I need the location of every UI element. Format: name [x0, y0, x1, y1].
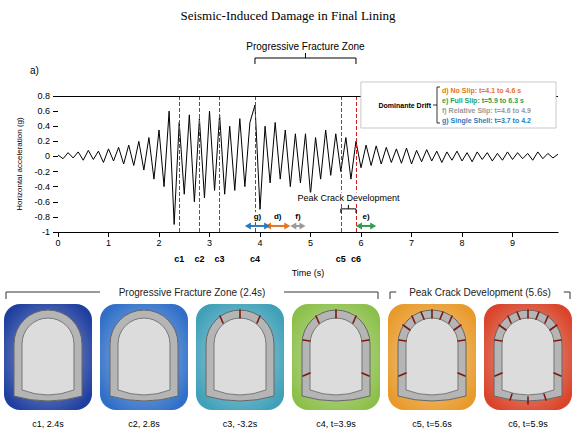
svg-text:-0.6: -0.6 [34, 197, 50, 207]
svg-text:8: 8 [460, 238, 465, 248]
svg-text:c5, t=5.6s: c5, t=5.6s [412, 419, 452, 429]
svg-text:c3: c3 [215, 254, 225, 264]
svg-text:Progressive Fracture Zone: Progressive Fracture Zone [246, 41, 365, 52]
svg-text:4: 4 [258, 238, 263, 248]
svg-text:c6: c6 [351, 254, 361, 264]
svg-text:c2, 2.8s: c2, 2.8s [128, 419, 160, 429]
svg-text:Peak Crack Development: Peak Crack Development [297, 193, 400, 203]
svg-text:e): e) [363, 212, 370, 221]
svg-text:6: 6 [359, 238, 364, 248]
svg-text:Peak Crack Development (5.6s): Peak Crack Development (5.6s) [409, 287, 551, 298]
svg-text:Horizontal acceleration (g): Horizontal acceleration (g) [15, 117, 24, 211]
svg-text:Time (s): Time (s) [292, 268, 325, 278]
svg-text:g) Single Shell: t=3.7 to 4.2: g) Single Shell: t=3.7 to 4.2 [442, 117, 531, 125]
svg-text:c1, 2.4s: c1, 2.4s [32, 419, 64, 429]
svg-text:d): d) [274, 212, 282, 221]
svg-text:-0.2: -0.2 [34, 167, 50, 177]
svg-text:f): f) [295, 212, 301, 221]
svg-text:Progressive Fracture Zone (2.4: Progressive Fracture Zone (2.4s) [119, 287, 266, 298]
svg-text:0.8: 0.8 [37, 91, 50, 101]
svg-text:9: 9 [510, 238, 515, 248]
svg-text:1: 1 [106, 238, 111, 248]
svg-text:f) Relative Slip: t=4.6 to 4.9: f) Relative Slip: t=4.6 to 4.9 [442, 107, 531, 115]
svg-text:3: 3 [207, 238, 212, 248]
svg-text:g): g) [254, 212, 262, 221]
svg-text:c4: c4 [250, 254, 260, 264]
svg-text:e) Full Slip: t=5.9 to 6.3 s: e) Full Slip: t=5.9 to 6.3 s [442, 97, 524, 105]
svg-text:c5: c5 [336, 254, 346, 264]
svg-text:a): a) [30, 65, 39, 76]
svg-text:2: 2 [157, 238, 162, 248]
svg-text:0.6: 0.6 [37, 106, 50, 116]
svg-text:0.2: 0.2 [37, 136, 50, 146]
svg-text:-0.4: -0.4 [34, 182, 50, 192]
svg-text:c6, t=5.9s: c6, t=5.9s [508, 419, 548, 429]
svg-text:7: 7 [409, 238, 414, 248]
svg-text:-0.8: -0.8 [34, 212, 50, 222]
svg-text:d) No Slip: t=4.1 to 4.6 s: d) No Slip: t=4.1 to 4.6 s [442, 87, 521, 95]
svg-text:c4, t=3.9s: c4, t=3.9s [316, 419, 356, 429]
svg-text:c2: c2 [194, 254, 204, 264]
svg-text:c1: c1 [174, 254, 184, 264]
svg-text:c3, -3.2s: c3, -3.2s [223, 419, 258, 429]
svg-text:0: 0 [45, 151, 50, 161]
svg-text:Dominante Drift: Dominante Drift [379, 102, 432, 109]
svg-text:0.4: 0.4 [37, 121, 50, 131]
svg-text:Seismic-Induced Damage in Fina: Seismic-Induced Damage in Final Lining [180, 8, 396, 23]
svg-text:0: 0 [55, 238, 60, 248]
svg-text:5: 5 [308, 238, 313, 248]
svg-text:-1: -1 [42, 227, 50, 237]
